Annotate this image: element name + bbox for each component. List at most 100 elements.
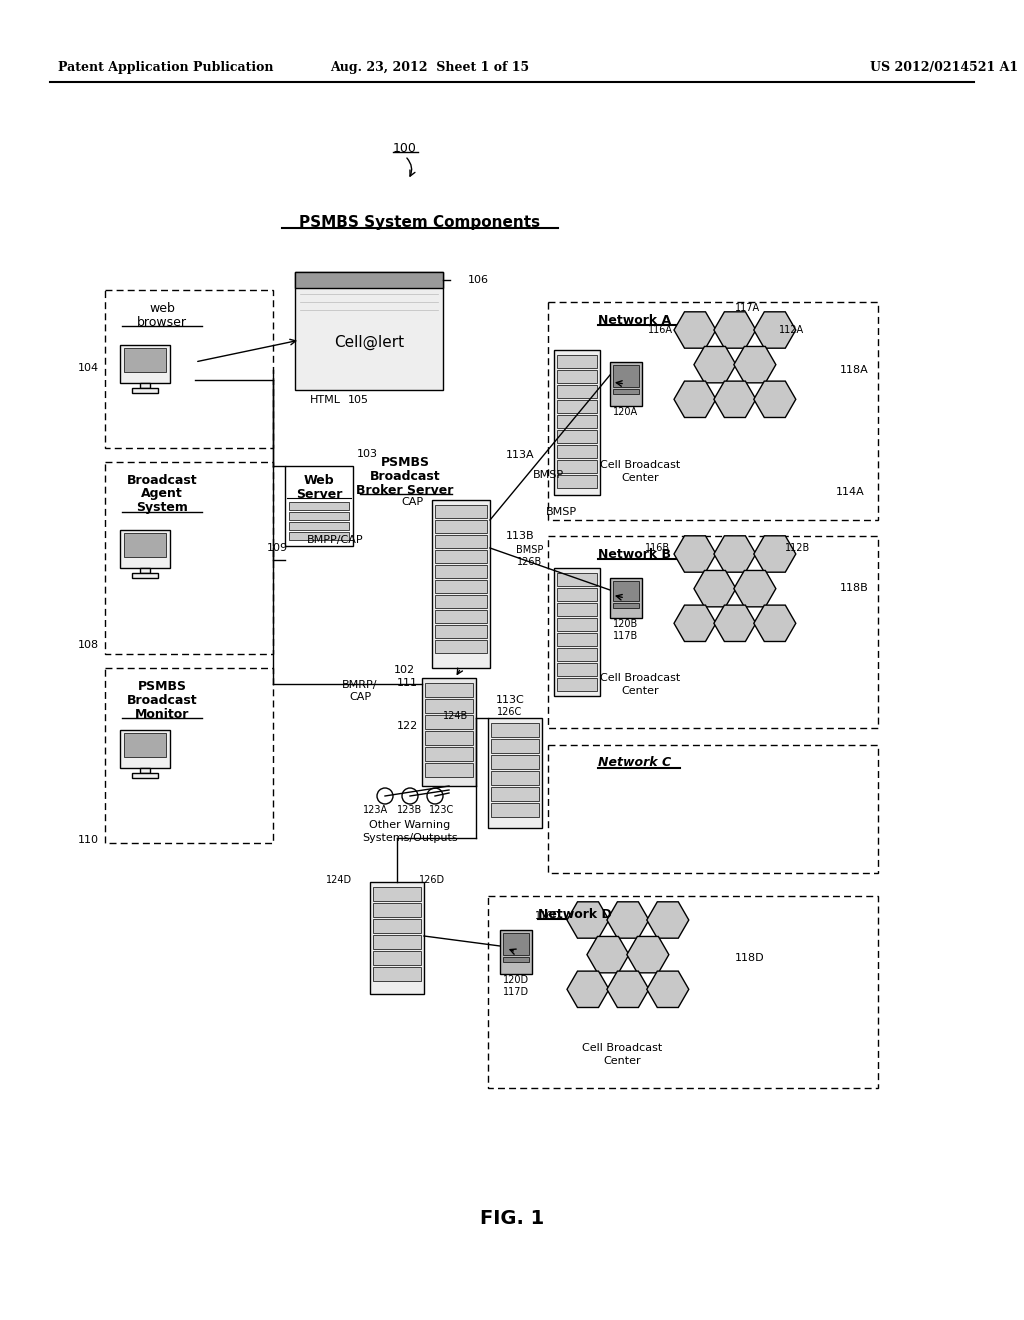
Bar bbox=[140, 768, 150, 774]
Bar bbox=[289, 512, 349, 520]
Text: 117D: 117D bbox=[503, 987, 529, 997]
Text: 124D: 124D bbox=[326, 875, 352, 884]
Bar bbox=[557, 445, 597, 458]
Bar bbox=[613, 366, 639, 387]
Text: Agent: Agent bbox=[141, 487, 183, 500]
Bar bbox=[557, 430, 597, 444]
Bar bbox=[132, 573, 158, 578]
Bar bbox=[295, 272, 443, 389]
Text: Broadcast: Broadcast bbox=[127, 474, 198, 487]
Text: PSMBS System Components: PSMBS System Components bbox=[299, 214, 541, 230]
Text: Cell Broadcast: Cell Broadcast bbox=[600, 673, 680, 682]
Bar bbox=[435, 506, 487, 517]
Bar bbox=[425, 682, 473, 697]
Bar bbox=[124, 533, 166, 557]
Text: Monitor: Monitor bbox=[135, 708, 189, 721]
Bar bbox=[554, 568, 600, 696]
Text: CAP: CAP bbox=[401, 498, 424, 507]
Text: BMSP: BMSP bbox=[532, 470, 563, 480]
Bar bbox=[285, 466, 353, 546]
Bar bbox=[554, 350, 600, 495]
Text: web: web bbox=[150, 301, 175, 314]
Bar bbox=[435, 520, 487, 533]
Bar bbox=[490, 755, 539, 770]
Bar bbox=[548, 302, 878, 520]
Text: Cell Broadcast: Cell Broadcast bbox=[600, 459, 680, 470]
Bar bbox=[610, 362, 642, 407]
Text: 120B: 120B bbox=[613, 619, 639, 630]
Bar bbox=[432, 500, 490, 668]
Bar bbox=[557, 355, 597, 368]
Text: Cell@lert: Cell@lert bbox=[334, 334, 404, 350]
Text: 120A: 120A bbox=[613, 407, 639, 417]
Text: 100: 100 bbox=[393, 141, 417, 154]
Bar bbox=[289, 502, 349, 510]
Text: 118D: 118D bbox=[735, 953, 765, 964]
Bar bbox=[435, 550, 487, 564]
Text: PSMBS: PSMBS bbox=[381, 455, 429, 469]
Bar bbox=[370, 882, 424, 994]
Bar bbox=[289, 532, 349, 540]
Text: 120D: 120D bbox=[503, 975, 529, 985]
Text: 117A: 117A bbox=[735, 304, 761, 313]
Text: 103: 103 bbox=[357, 449, 378, 459]
Bar bbox=[295, 272, 443, 288]
Bar bbox=[373, 903, 421, 917]
Bar bbox=[373, 968, 421, 981]
Bar bbox=[488, 718, 542, 828]
Bar bbox=[373, 935, 421, 949]
Text: 108: 108 bbox=[78, 640, 98, 649]
Bar bbox=[557, 475, 597, 488]
Text: Broadcast: Broadcast bbox=[127, 693, 198, 706]
Text: 111: 111 bbox=[397, 678, 418, 688]
Text: Center: Center bbox=[603, 1056, 641, 1067]
Text: 116B: 116B bbox=[645, 543, 671, 553]
Bar bbox=[373, 887, 421, 902]
Bar bbox=[435, 640, 487, 653]
Bar bbox=[140, 383, 150, 388]
Text: Network A: Network A bbox=[598, 314, 671, 326]
Text: Patent Application Publication: Patent Application Publication bbox=[58, 62, 273, 74]
Text: 123C: 123C bbox=[429, 805, 455, 814]
Bar bbox=[425, 747, 473, 762]
Text: 116A: 116A bbox=[647, 325, 673, 335]
Bar bbox=[503, 957, 529, 962]
Bar bbox=[435, 535, 487, 548]
Text: 123B: 123B bbox=[397, 805, 423, 814]
Bar bbox=[490, 803, 539, 817]
Text: 117B: 117B bbox=[613, 631, 639, 642]
Bar bbox=[490, 739, 539, 752]
Bar bbox=[289, 521, 349, 531]
Bar bbox=[435, 579, 487, 593]
Bar bbox=[557, 678, 597, 690]
Text: 118B: 118B bbox=[840, 583, 868, 593]
Bar bbox=[613, 389, 639, 393]
Bar bbox=[503, 933, 529, 954]
Bar bbox=[435, 610, 487, 623]
Bar bbox=[373, 919, 421, 933]
Bar bbox=[425, 763, 473, 777]
Text: HTML: HTML bbox=[310, 395, 341, 405]
Bar bbox=[124, 733, 166, 756]
Text: 112A: 112A bbox=[779, 325, 805, 335]
Text: 113C: 113C bbox=[496, 696, 524, 705]
Text: 126D: 126D bbox=[419, 875, 445, 884]
Bar bbox=[557, 618, 597, 631]
Text: 114A: 114A bbox=[837, 487, 865, 498]
Bar bbox=[557, 400, 597, 413]
Text: 118A: 118A bbox=[840, 366, 868, 375]
Text: 104: 104 bbox=[78, 363, 98, 374]
Bar bbox=[425, 715, 473, 729]
Bar bbox=[488, 896, 878, 1088]
Bar bbox=[132, 388, 158, 393]
Bar bbox=[132, 774, 158, 777]
Bar bbox=[120, 730, 170, 768]
Text: BMRP/: BMRP/ bbox=[342, 680, 378, 690]
Text: 106: 106 bbox=[468, 275, 489, 285]
Bar bbox=[557, 370, 597, 383]
Bar bbox=[557, 663, 597, 676]
Text: Broker Server: Broker Server bbox=[356, 483, 454, 496]
Text: CAP: CAP bbox=[349, 692, 371, 702]
Text: Network B: Network B bbox=[598, 548, 671, 561]
Bar bbox=[500, 931, 532, 974]
